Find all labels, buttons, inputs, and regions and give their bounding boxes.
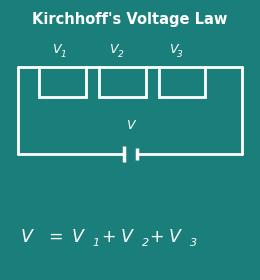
Text: 2: 2 bbox=[118, 50, 123, 59]
Text: 3: 3 bbox=[190, 238, 197, 248]
Text: +: + bbox=[101, 228, 116, 246]
Text: 2: 2 bbox=[142, 238, 149, 248]
Text: V: V bbox=[169, 43, 177, 56]
Bar bbox=[99, 67, 146, 97]
Text: Kirchhoff's Voltage Law: Kirchhoff's Voltage Law bbox=[32, 12, 228, 27]
Text: V: V bbox=[72, 228, 83, 246]
Text: =: = bbox=[48, 228, 63, 246]
Text: +: + bbox=[150, 228, 164, 246]
Text: 1: 1 bbox=[92, 238, 99, 248]
Text: 1: 1 bbox=[60, 50, 66, 59]
Text: V: V bbox=[126, 119, 134, 132]
Text: V: V bbox=[21, 228, 33, 246]
Text: 3: 3 bbox=[177, 50, 183, 59]
Text: V: V bbox=[169, 228, 181, 246]
Text: V: V bbox=[121, 228, 133, 246]
Bar bbox=[159, 67, 205, 97]
Text: V: V bbox=[52, 43, 60, 56]
Text: V: V bbox=[109, 43, 117, 56]
Bar bbox=[39, 67, 86, 97]
